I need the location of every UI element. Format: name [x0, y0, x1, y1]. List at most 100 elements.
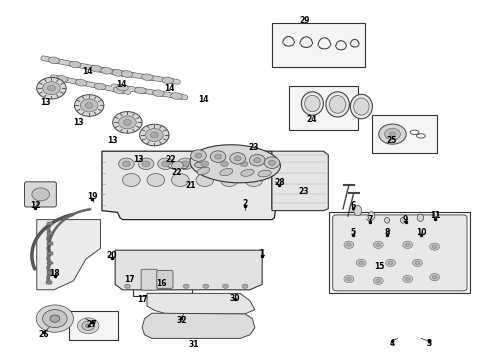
Ellipse shape — [112, 69, 123, 76]
Circle shape — [222, 284, 228, 288]
Circle shape — [373, 277, 383, 284]
Circle shape — [43, 310, 67, 328]
Circle shape — [215, 154, 221, 159]
Text: 13: 13 — [107, 136, 118, 145]
Text: 27: 27 — [87, 320, 98, 329]
Bar — [372, 115, 437, 153]
Ellipse shape — [433, 211, 438, 217]
Circle shape — [162, 161, 170, 167]
Text: 18: 18 — [49, 269, 60, 278]
Ellipse shape — [385, 217, 390, 223]
Ellipse shape — [241, 169, 254, 176]
Circle shape — [158, 158, 173, 170]
Ellipse shape — [142, 74, 153, 81]
Circle shape — [191, 150, 206, 161]
Circle shape — [85, 103, 93, 108]
Ellipse shape — [305, 95, 320, 112]
Circle shape — [413, 259, 422, 266]
Text: 14: 14 — [164, 85, 174, 94]
Circle shape — [113, 112, 142, 133]
Text: 13: 13 — [73, 118, 84, 127]
Bar — [47, 262, 53, 265]
Circle shape — [43, 82, 60, 95]
Ellipse shape — [350, 94, 372, 119]
Circle shape — [138, 158, 154, 170]
Circle shape — [195, 153, 202, 158]
Circle shape — [359, 261, 364, 265]
Text: 25: 25 — [387, 136, 397, 145]
Bar — [272, 23, 365, 67]
Text: 2: 2 — [243, 199, 247, 208]
Circle shape — [172, 161, 183, 170]
Bar — [46, 281, 52, 284]
Bar — [47, 232, 53, 235]
Circle shape — [405, 243, 410, 247]
Text: 1: 1 — [260, 249, 265, 258]
Text: 16: 16 — [156, 279, 167, 288]
Text: 21: 21 — [186, 181, 196, 190]
Circle shape — [234, 156, 241, 161]
FancyBboxPatch shape — [141, 269, 157, 290]
Circle shape — [32, 188, 49, 201]
Ellipse shape — [220, 168, 233, 176]
Circle shape — [344, 275, 354, 283]
Ellipse shape — [69, 61, 81, 68]
Circle shape — [430, 243, 440, 250]
Ellipse shape — [94, 83, 106, 90]
Circle shape — [415, 261, 420, 265]
Text: 17: 17 — [137, 295, 147, 304]
Text: 26: 26 — [39, 330, 49, 338]
Polygon shape — [102, 151, 275, 220]
Text: 17: 17 — [124, 274, 135, 284]
Bar — [47, 271, 53, 274]
Ellipse shape — [101, 68, 113, 74]
Ellipse shape — [400, 217, 405, 223]
Ellipse shape — [113, 87, 125, 94]
Text: 20: 20 — [106, 251, 117, 260]
Ellipse shape — [135, 87, 147, 94]
Circle shape — [177, 158, 193, 170]
Ellipse shape — [197, 167, 210, 175]
Text: 7: 7 — [368, 215, 372, 224]
Circle shape — [388, 261, 393, 265]
Circle shape — [146, 129, 163, 141]
Circle shape — [210, 151, 226, 162]
Circle shape — [376, 243, 381, 247]
FancyArrowPatch shape — [99, 69, 175, 82]
Text: 10: 10 — [416, 228, 427, 237]
Ellipse shape — [326, 92, 349, 117]
Bar — [47, 252, 53, 255]
Text: 30: 30 — [230, 294, 241, 303]
Circle shape — [164, 284, 170, 288]
Circle shape — [86, 324, 91, 328]
Text: 14: 14 — [116, 80, 127, 89]
Polygon shape — [37, 220, 100, 290]
Circle shape — [203, 284, 209, 288]
Text: 19: 19 — [87, 192, 98, 201]
Text: 12: 12 — [30, 201, 41, 210]
Circle shape — [242, 284, 248, 288]
Text: 24: 24 — [306, 115, 317, 124]
Circle shape — [201, 161, 209, 167]
Circle shape — [119, 158, 134, 170]
FancyArrowPatch shape — [116, 86, 183, 97]
Ellipse shape — [195, 162, 205, 167]
Circle shape — [217, 158, 232, 170]
Circle shape — [140, 124, 169, 146]
Text: 13: 13 — [40, 98, 50, 107]
FancyBboxPatch shape — [24, 182, 56, 207]
Circle shape — [346, 243, 351, 247]
Circle shape — [344, 241, 354, 248]
Bar — [69, 311, 118, 340]
Circle shape — [122, 161, 130, 167]
Text: 3: 3 — [426, 339, 431, 348]
Ellipse shape — [75, 80, 87, 86]
FancyArrowPatch shape — [46, 59, 125, 75]
Circle shape — [236, 158, 252, 170]
Ellipse shape — [258, 170, 271, 177]
Text: 11: 11 — [430, 211, 441, 220]
Circle shape — [403, 275, 413, 283]
Ellipse shape — [162, 77, 173, 84]
Polygon shape — [147, 293, 255, 314]
Ellipse shape — [417, 214, 423, 221]
